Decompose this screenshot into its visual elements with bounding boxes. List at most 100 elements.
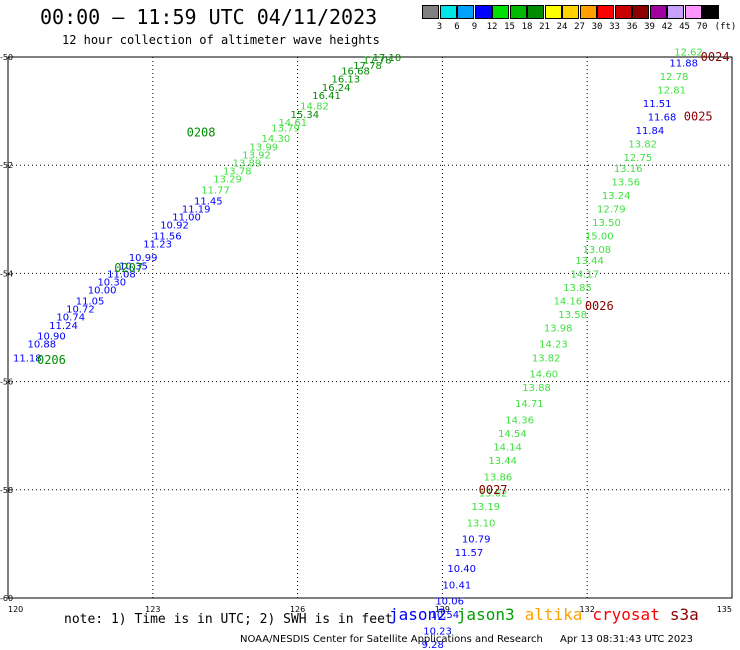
swh-value-label: 16.41 [312, 91, 341, 102]
swh-value-label: 14.36 [505, 415, 534, 426]
y-tick-label: -50 [0, 53, 13, 62]
colorbar-label: 42 [661, 22, 673, 32]
swh-value-label: 14.14 [493, 443, 522, 454]
swh-value-label: 12.62 [674, 48, 703, 59]
swh-value-label: 10.30 [97, 278, 126, 289]
swh-value-label: 17.10 [373, 53, 402, 64]
swh-value-label: 13.44 [488, 456, 517, 467]
y-tick-label: -58 [0, 486, 13, 495]
swh-value-label: 11.24 [49, 321, 78, 332]
swh-value-label: 13.16 [614, 164, 643, 175]
x-tick-label: 129 [435, 605, 450, 614]
y-tick-label: -52 [0, 161, 13, 170]
swh-value-label: 14.23 [539, 340, 568, 351]
colorbar-label: 45 [679, 22, 690, 32]
swh-value-label: 11.23 [143, 240, 172, 251]
colorbar-swatch [527, 5, 544, 19]
swh-value-label: 11.18 [13, 353, 42, 364]
swh-value-label: 16.24 [322, 83, 351, 94]
swh-value-label: 13.89 [233, 158, 262, 169]
colorbar-swatch [597, 5, 614, 19]
swh-value-label: 11.84 [636, 126, 665, 137]
swh-value-label: 12.78 [660, 72, 689, 83]
time-label: 0025 [684, 110, 713, 124]
swh-value-label: 10.06 [435, 597, 464, 608]
swh-value-label: 14.71 [515, 399, 544, 410]
swh-value-label: 17.78 [353, 61, 382, 72]
colorbar-swatch [562, 5, 579, 19]
colorbar-label: 3 [436, 22, 443, 32]
swh-value-label: 10.35 [119, 261, 148, 272]
time-label: 0026 [585, 299, 614, 313]
colorbar-swatch [702, 5, 719, 19]
note-text: note: 1) Time is in UTC; 2) SWH is in fe… [64, 612, 393, 627]
swh-value-label: 13.08 [583, 245, 612, 256]
time-label: 0207 [114, 261, 143, 275]
y-tick-label: -60 [0, 594, 13, 603]
colorbar-swatch [439, 5, 457, 19]
time-label: 0024 [701, 50, 730, 64]
swh-value-label: 10.79 [462, 534, 491, 545]
swh-value-label: 9.28 [422, 640, 444, 650]
colorbar-swatch [474, 5, 492, 19]
satellite-legend-item: cryosat [592, 605, 660, 624]
time-label: 0208 [187, 126, 216, 140]
colorbar-label: 36 [626, 22, 638, 32]
swh-value-label: 11.19 [182, 204, 211, 215]
swh-value-label: 11.88 [669, 58, 698, 69]
swh-value-label: 13.29 [213, 175, 242, 186]
chart-title: 00:00 – 11:59 UTC 04/11/2023 [40, 5, 378, 29]
colorbar-swatch [457, 5, 474, 19]
swh-value-label: 13.85 [563, 283, 592, 294]
footer: NOAA/NESDIS Center for Satellite Applica… [240, 634, 707, 645]
swh-value-label: 13.86 [484, 472, 513, 483]
swh-value-label: 15.34 [291, 110, 320, 121]
swh-value-label: 11.51 [643, 99, 672, 110]
swh-value-label: 11.08 [107, 269, 136, 280]
swh-value-label: 11.68 [648, 113, 677, 124]
colorbar-label: 33 [609, 22, 620, 32]
x-tick-label: 132 [580, 605, 595, 614]
colorbar-label: 39 [644, 22, 655, 32]
colorbar-label: 30 [591, 22, 603, 32]
swh-value-label: 13.56 [611, 177, 640, 188]
colorbar-label: 18 [521, 22, 533, 32]
swh-value-label: 14.17 [570, 269, 599, 280]
swh-value-label: 10.74 [56, 313, 85, 324]
satellite-legend-item: jason2 [389, 605, 447, 624]
swh-value-label: 11.05 [76, 296, 105, 307]
swh-value-label: 12.81 [657, 85, 686, 96]
swh-value-label: 11.77 [201, 186, 230, 197]
colorbar-label: 70 [696, 22, 708, 32]
swh-value-label: 10.99 [129, 253, 158, 264]
swh-value-label: 10.92 [160, 221, 189, 232]
swh-value-label: 10.88 [27, 340, 56, 351]
swh-value-label: 16.68 [341, 67, 370, 78]
colorbar-label: 21 [539, 22, 550, 32]
swh-value-label: 14.61 [278, 118, 307, 129]
swh-value-label: 13.50 [592, 218, 621, 229]
swh-value-label: 10.00 [88, 286, 117, 297]
swh-value-label: 14.82 [300, 102, 329, 113]
time-label: 0027 [479, 483, 508, 497]
colorbar-swatch [544, 5, 562, 19]
swh-value-label: 10.54 [430, 610, 459, 621]
x-tick-label: 120 [8, 605, 23, 614]
plot-frame [7, 56, 733, 599]
colorbar-label: 27 [574, 22, 585, 32]
swh-value-label: 13.79 [271, 123, 300, 134]
y-tick-label: -54 [0, 269, 13, 278]
swh-value-label: 13.24 [602, 191, 631, 202]
swh-value-label: 14.54 [498, 429, 527, 440]
swh-value-label: 13.78 [223, 167, 252, 178]
swh-value-label: 13.58 [558, 310, 587, 321]
satellite-legend: jason2 jason3 altika cryosat s3a [389, 605, 709, 624]
swh-value-label: 13.98 [544, 324, 573, 335]
swh-value-label: 11.45 [194, 196, 223, 207]
swh-value-label: 13.10 [467, 518, 496, 529]
colorbar-swatch [492, 5, 509, 19]
swh-value-label: 13.44 [575, 256, 604, 267]
colorbar-swatch [684, 5, 702, 19]
swh-value-label: 14.60 [529, 369, 558, 380]
